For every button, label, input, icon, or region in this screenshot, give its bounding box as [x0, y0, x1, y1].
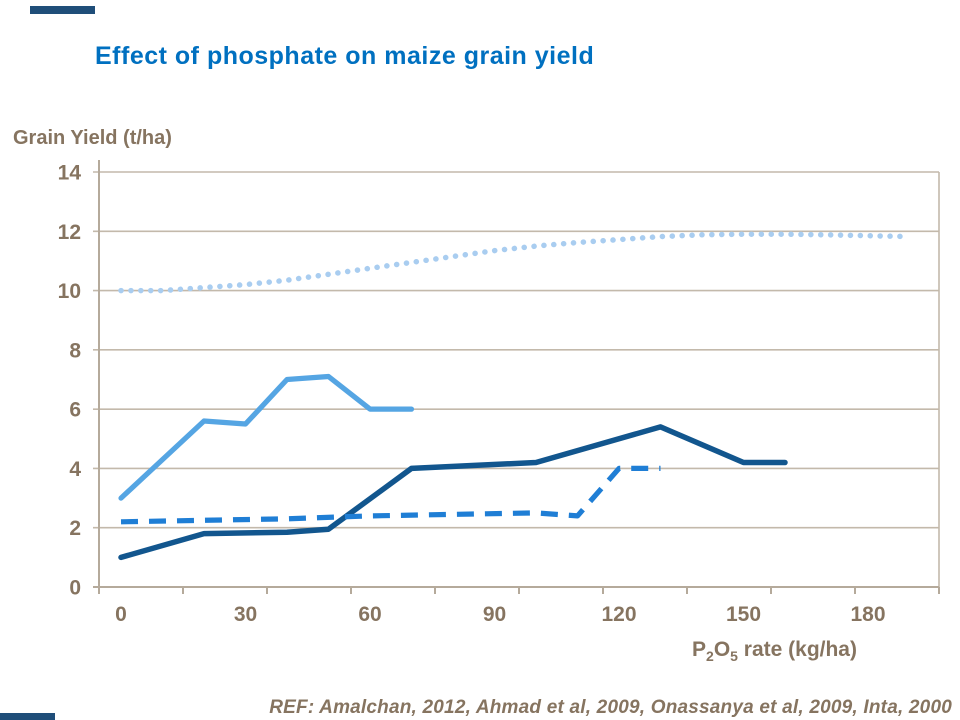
x-axis-title-subscript: 5 — [730, 648, 738, 665]
series-dotted-pale-blue-trend — [118, 231, 913, 294]
series-light-blue-solid — [118, 373, 415, 501]
y-tick-label: 14 — [58, 161, 82, 184]
y-tick-label: 8 — [69, 339, 81, 362]
chart-title: Effect of phosphate on maize grain yield — [95, 42, 595, 70]
x-tick-label: 150 — [726, 603, 761, 626]
series-medium-blue-dashed — [120, 465, 661, 525]
y-tick-label: 0 — [69, 577, 81, 600]
x-axis-title-part: P — [692, 638, 707, 661]
y-tick-label: 12 — [58, 221, 81, 244]
x-axis-title-part: O — [713, 638, 731, 661]
x-axis-title-part: rate (kg/ha) — [737, 638, 857, 661]
x-tick-label: 90 — [483, 603, 506, 626]
y-tick-label: 6 — [69, 399, 81, 422]
top-accent-bar — [30, 6, 95, 14]
y-tick-label: 2 — [69, 517, 81, 540]
y-axis-title: Grain Yield (t/ha) — [13, 127, 172, 149]
x-axis-title: P2O5 rate (kg/ha) — [692, 638, 857, 664]
y-tick-label: 4 — [69, 458, 81, 481]
x-tick-label: 120 — [601, 603, 636, 626]
x-axis-title-subscript: 2 — [706, 648, 714, 665]
x-tick-label: 30 — [234, 603, 257, 626]
series-dark-blue-solid — [118, 424, 788, 561]
bottom-accent-bar — [0, 713, 55, 720]
reference-note: REF: Amalchan, 2012, Ahmad et al, 2009, … — [269, 697, 952, 718]
x-tick-label: 180 — [850, 603, 885, 626]
y-tick-label: 10 — [58, 280, 81, 303]
x-tick-label: 60 — [358, 603, 381, 626]
x-tick-label: 0 — [115, 603, 127, 626]
